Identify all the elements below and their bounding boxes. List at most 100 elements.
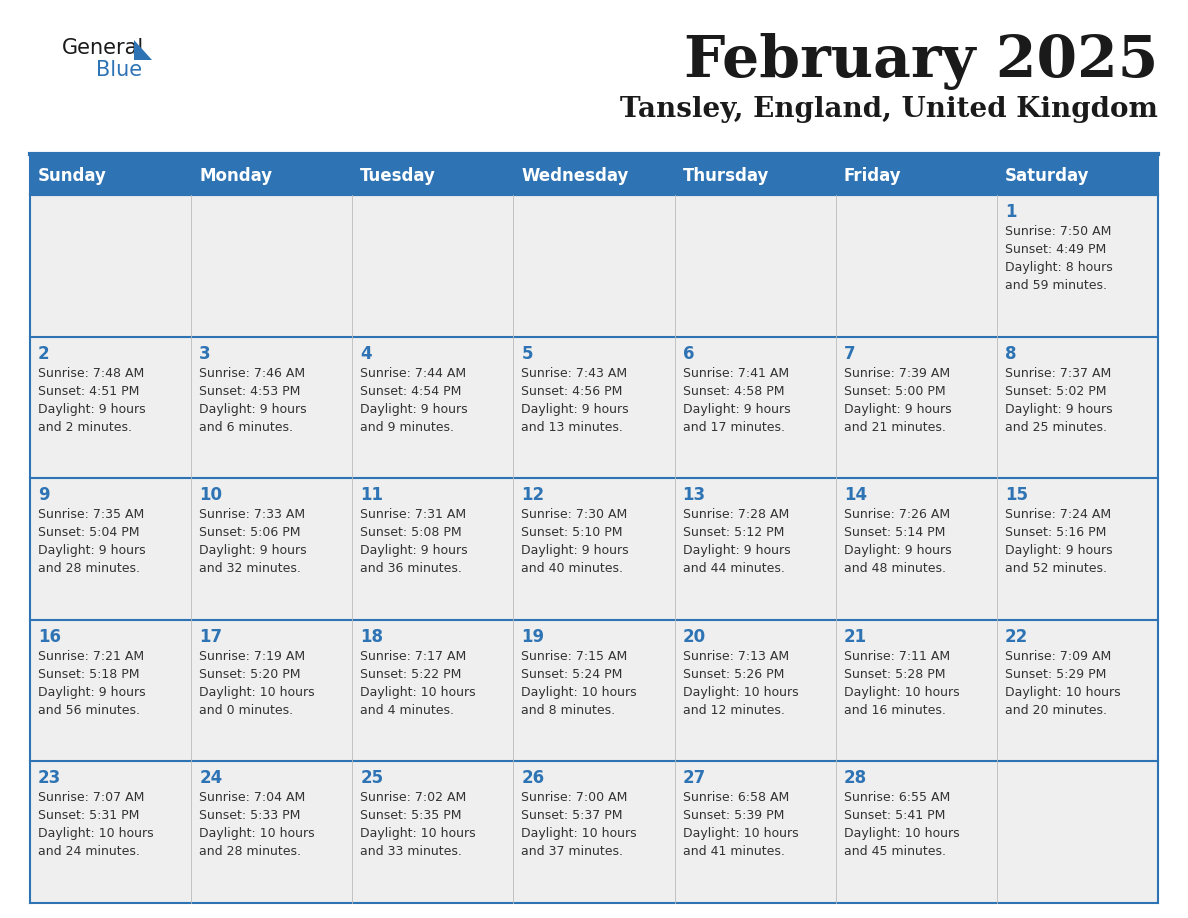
Bar [997, 157, 1158, 195]
Text: Sunrise: 7:19 AM: Sunrise: 7:19 AM [200, 650, 305, 663]
Text: 24: 24 [200, 769, 222, 788]
Text: and 0 minutes.: and 0 minutes. [200, 704, 293, 717]
Text: Sunset: 5:39 PM: Sunset: 5:39 PM [683, 810, 784, 823]
Text: Sunrise: 7:09 AM: Sunrise: 7:09 AM [1005, 650, 1111, 663]
Bar [675, 337, 835, 478]
Bar [835, 478, 997, 620]
Text: Daylight: 9 hours: Daylight: 9 hours [1005, 403, 1112, 416]
Text: and 24 minutes.: and 24 minutes. [38, 845, 140, 858]
Text: 8: 8 [1005, 344, 1017, 363]
Text: Daylight: 10 hours: Daylight: 10 hours [38, 827, 153, 840]
Text: Sunset: 5:41 PM: Sunset: 5:41 PM [843, 810, 946, 823]
Bar [353, 761, 513, 903]
Text: Saturday: Saturday [1005, 167, 1089, 185]
Text: Wednesday: Wednesday [522, 167, 628, 185]
Bar [353, 195, 513, 337]
Text: and 37 minutes.: and 37 minutes. [522, 845, 624, 858]
Bar [191, 157, 353, 195]
Bar [513, 620, 675, 761]
Bar [191, 761, 353, 903]
Text: Sunrise: 7:39 AM: Sunrise: 7:39 AM [843, 366, 950, 380]
Text: Daylight: 10 hours: Daylight: 10 hours [360, 827, 476, 840]
Text: and 33 minutes.: and 33 minutes. [360, 845, 462, 858]
Text: Daylight: 10 hours: Daylight: 10 hours [843, 827, 960, 840]
Bar [675, 761, 835, 903]
Text: and 21 minutes.: and 21 minutes. [843, 420, 946, 433]
Text: Daylight: 9 hours: Daylight: 9 hours [1005, 544, 1112, 557]
Text: Sunset: 5:26 PM: Sunset: 5:26 PM [683, 667, 784, 681]
Text: Sunset: 5:14 PM: Sunset: 5:14 PM [843, 526, 946, 539]
Bar [353, 157, 513, 195]
Text: Daylight: 8 hours: Daylight: 8 hours [1005, 261, 1113, 274]
Text: 20: 20 [683, 628, 706, 645]
Text: Sunrise: 7:30 AM: Sunrise: 7:30 AM [522, 509, 627, 521]
Bar [997, 620, 1158, 761]
Text: and 32 minutes.: and 32 minutes. [200, 562, 301, 576]
Text: Daylight: 10 hours: Daylight: 10 hours [522, 686, 637, 699]
Text: and 48 minutes.: and 48 minutes. [843, 562, 946, 576]
Text: Sunrise: 7:44 AM: Sunrise: 7:44 AM [360, 366, 467, 380]
Bar [835, 337, 997, 478]
Text: and 17 minutes.: and 17 minutes. [683, 420, 784, 433]
Text: Sunrise: 7:00 AM: Sunrise: 7:00 AM [522, 791, 627, 804]
Bar [30, 620, 191, 761]
Text: 19: 19 [522, 628, 544, 645]
Bar [997, 195, 1158, 337]
Text: 13: 13 [683, 487, 706, 504]
Text: General: General [62, 38, 144, 58]
Text: Daylight: 9 hours: Daylight: 9 hours [38, 403, 146, 416]
Text: 11: 11 [360, 487, 384, 504]
Text: Daylight: 9 hours: Daylight: 9 hours [360, 403, 468, 416]
Text: Sunset: 5:28 PM: Sunset: 5:28 PM [843, 667, 946, 681]
Bar [513, 195, 675, 337]
Text: Sunrise: 7:31 AM: Sunrise: 7:31 AM [360, 509, 467, 521]
Text: and 4 minutes.: and 4 minutes. [360, 704, 454, 717]
Text: 3: 3 [200, 344, 210, 363]
Text: Sunrise: 7:48 AM: Sunrise: 7:48 AM [38, 366, 144, 380]
Text: Sunday: Sunday [38, 167, 107, 185]
Text: 7: 7 [843, 344, 855, 363]
Text: Sunrise: 7:50 AM: Sunrise: 7:50 AM [1005, 225, 1111, 238]
Text: Sunset: 5:31 PM: Sunset: 5:31 PM [38, 810, 139, 823]
Text: Daylight: 9 hours: Daylight: 9 hours [200, 403, 307, 416]
Bar [675, 620, 835, 761]
Text: Daylight: 9 hours: Daylight: 9 hours [843, 544, 952, 557]
Text: Daylight: 9 hours: Daylight: 9 hours [683, 403, 790, 416]
Bar [835, 195, 997, 337]
Text: and 40 minutes.: and 40 minutes. [522, 562, 624, 576]
Bar [353, 337, 513, 478]
Text: and 28 minutes.: and 28 minutes. [38, 562, 140, 576]
Bar [191, 620, 353, 761]
Text: 16: 16 [38, 628, 61, 645]
Bar [835, 620, 997, 761]
Bar [997, 337, 1158, 478]
Text: 18: 18 [360, 628, 384, 645]
Bar [513, 478, 675, 620]
Text: and 8 minutes.: and 8 minutes. [522, 704, 615, 717]
Text: and 20 minutes.: and 20 minutes. [1005, 704, 1107, 717]
Text: Daylight: 9 hours: Daylight: 9 hours [522, 403, 630, 416]
Text: 1: 1 [1005, 203, 1017, 221]
Bar [353, 620, 513, 761]
Text: and 25 minutes.: and 25 minutes. [1005, 420, 1107, 433]
Bar [997, 478, 1158, 620]
Bar [513, 157, 675, 195]
Text: Sunset: 4:49 PM: Sunset: 4:49 PM [1005, 243, 1106, 256]
Bar [191, 478, 353, 620]
Text: Sunrise: 6:55 AM: Sunrise: 6:55 AM [843, 791, 950, 804]
Text: Daylight: 9 hours: Daylight: 9 hours [360, 544, 468, 557]
Text: Sunrise: 7:11 AM: Sunrise: 7:11 AM [843, 650, 950, 663]
Bar [30, 157, 191, 195]
Text: Daylight: 9 hours: Daylight: 9 hours [38, 544, 146, 557]
Text: Sunrise: 7:43 AM: Sunrise: 7:43 AM [522, 366, 627, 380]
Bar [513, 761, 675, 903]
Text: Daylight: 10 hours: Daylight: 10 hours [843, 686, 960, 699]
Text: Sunrise: 7:24 AM: Sunrise: 7:24 AM [1005, 509, 1111, 521]
Bar [675, 157, 835, 195]
Text: Tansley, England, United Kingdom: Tansley, England, United Kingdom [620, 96, 1158, 123]
Text: Sunrise: 7:15 AM: Sunrise: 7:15 AM [522, 650, 627, 663]
Text: 26: 26 [522, 769, 544, 788]
Bar [513, 337, 675, 478]
Bar [675, 195, 835, 337]
Text: Sunset: 5:22 PM: Sunset: 5:22 PM [360, 667, 462, 681]
